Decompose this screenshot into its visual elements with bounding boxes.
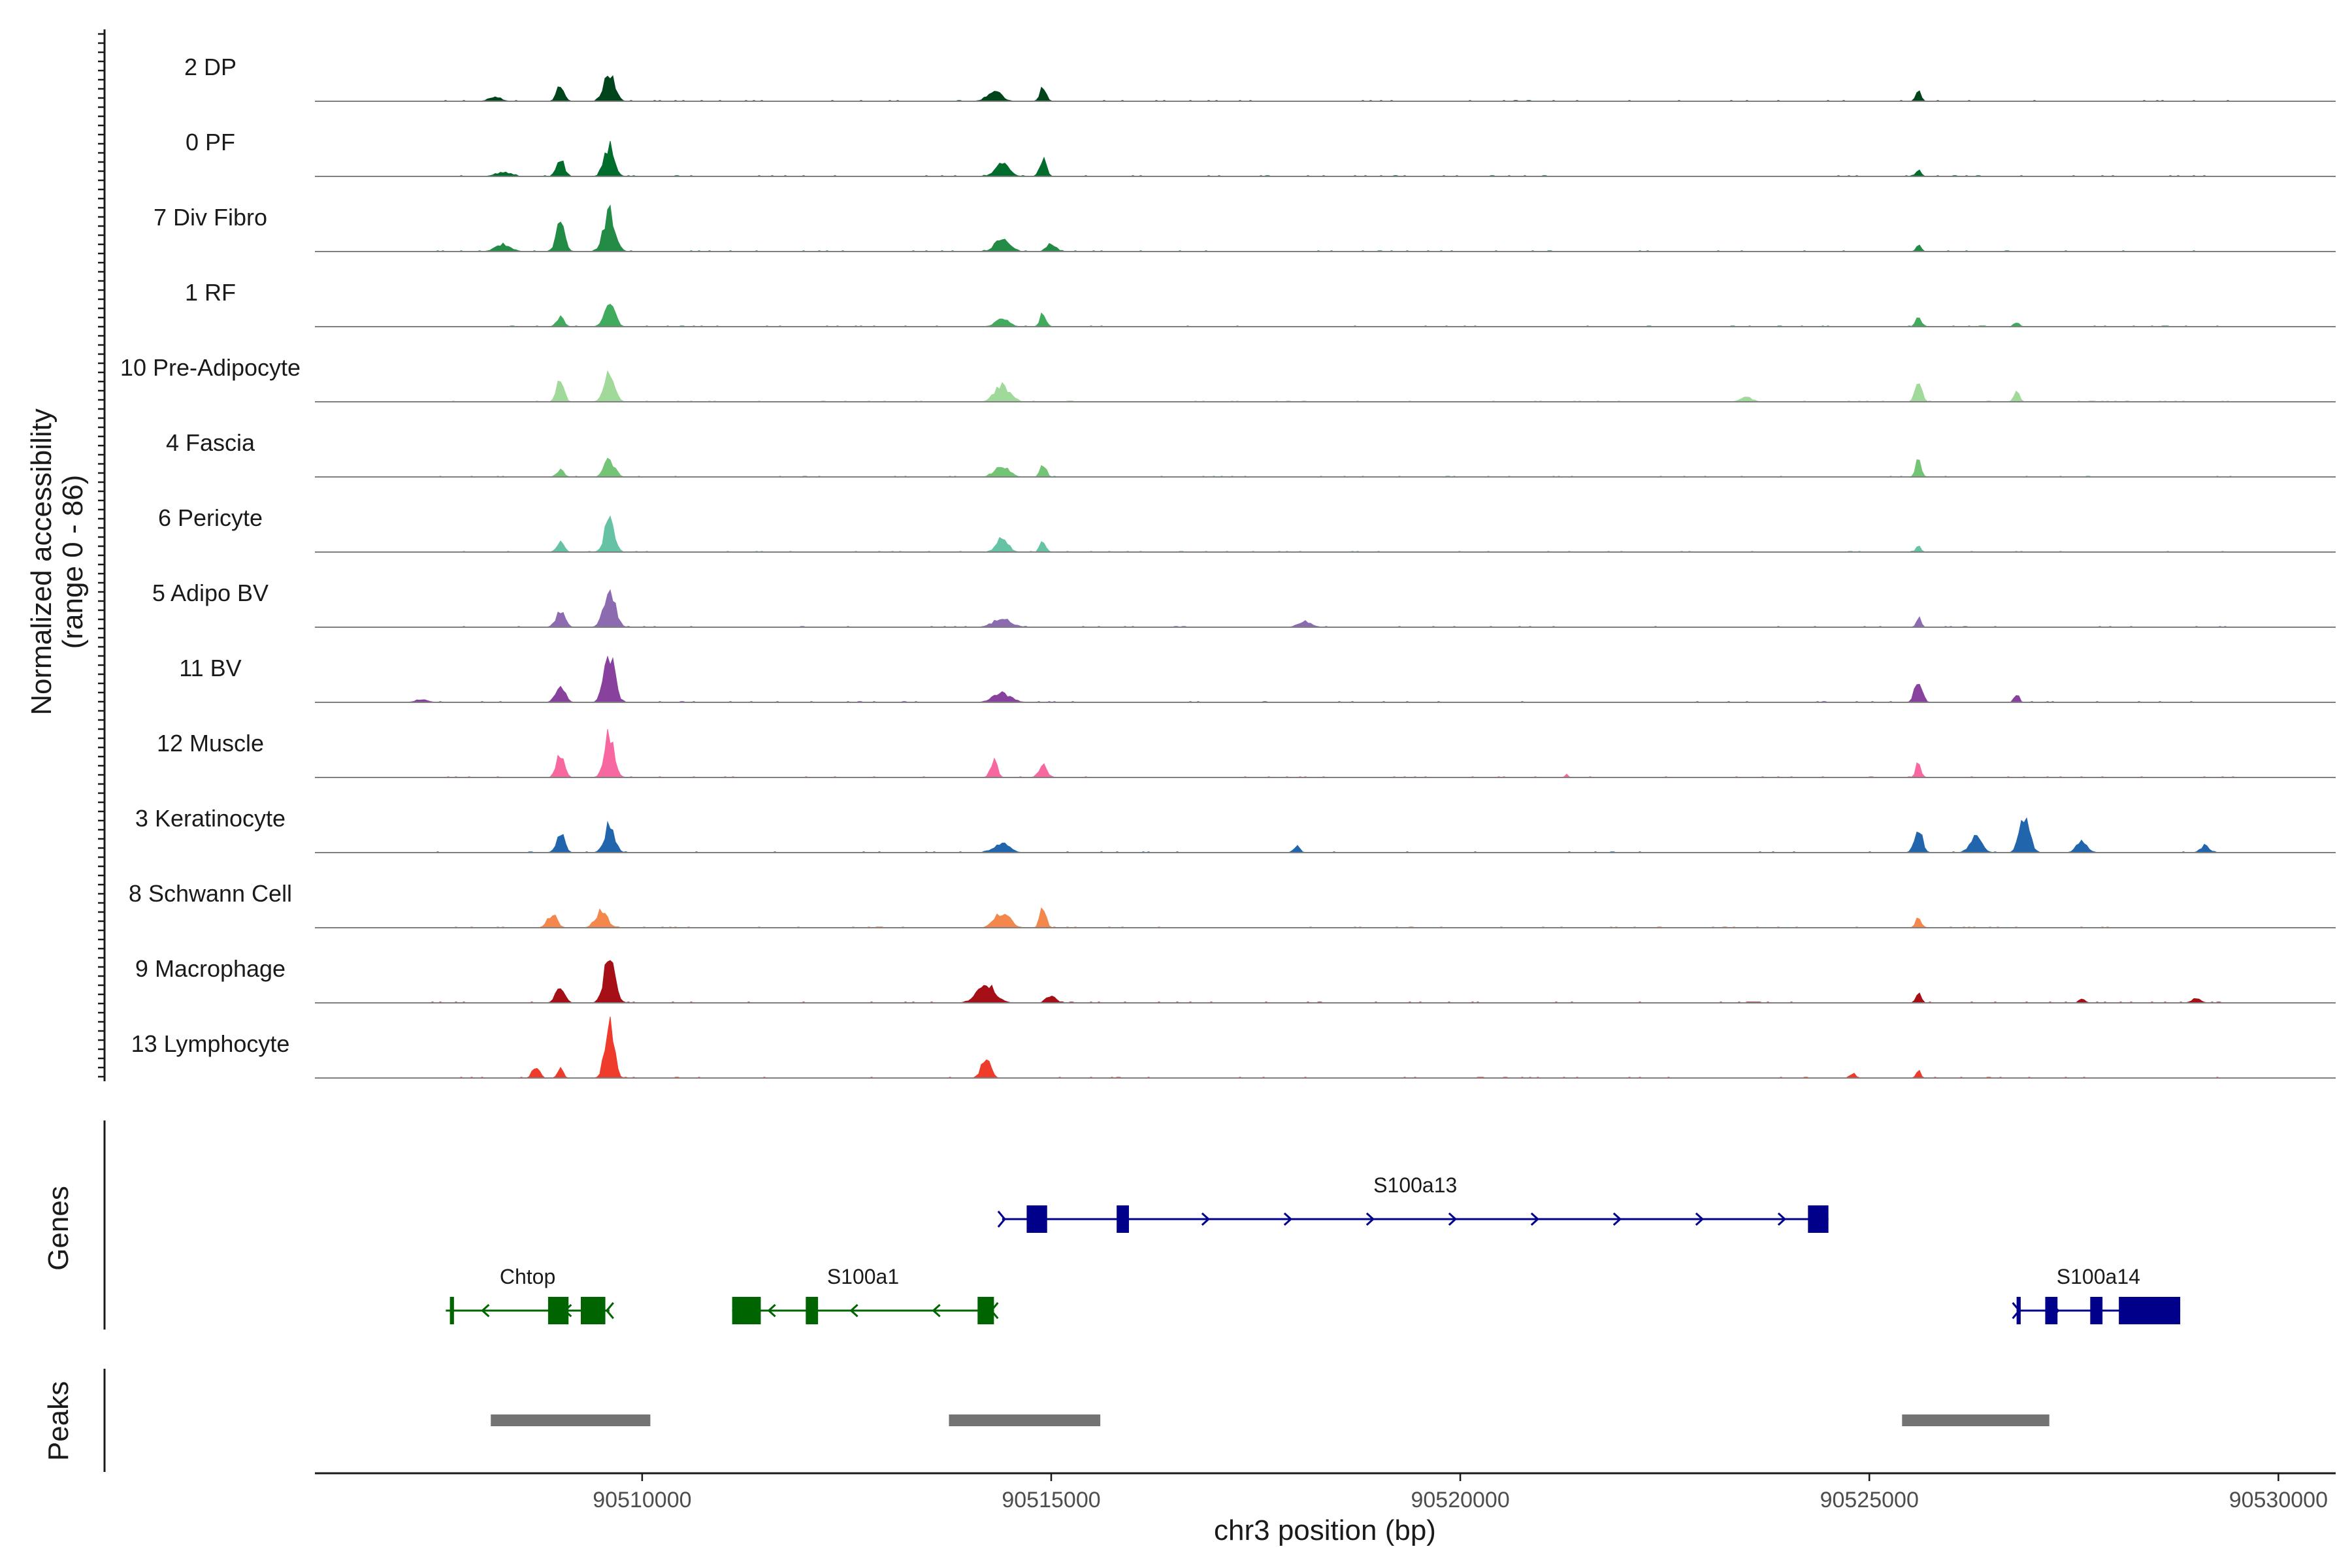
coverage-area <box>315 515 2336 553</box>
track-label: 1 RF <box>185 279 236 306</box>
strand-cap <box>997 1211 1006 1228</box>
gene-exon <box>1026 1205 1047 1233</box>
track-4: 1 RF <box>185 279 2336 327</box>
track-label: 4 Fascia <box>166 429 255 456</box>
gene-exon <box>2045 1297 2058 1324</box>
strand-arrow <box>1365 1212 1375 1226</box>
gene-exon <box>1117 1205 1129 1233</box>
track-label: 3 Keratinocyte <box>135 805 286 832</box>
gene-exon <box>449 1297 454 1324</box>
peaks-axis-title: Peaks <box>42 1381 74 1461</box>
gene-label: S100a13 <box>1373 1173 1457 1197</box>
track-9: 11 BV <box>179 655 2336 703</box>
coverage-y-ticks <box>98 33 105 1078</box>
track-label: 10 Pre-Adipocyte <box>120 354 301 381</box>
track-3: 7 Div Fibro <box>154 204 2336 252</box>
track-label: 11 BV <box>179 655 241 681</box>
coverage-area <box>315 907 2336 928</box>
gene-exon <box>2119 1297 2181 1324</box>
peaks-title: Peaks <box>42 1381 74 1461</box>
track-5: 10 Pre-Adipocyte <box>120 354 2336 402</box>
x-tick-label: 90515000 <box>1002 1488 1100 1512</box>
coverage-area <box>315 960 2336 1004</box>
gene-label: S100a14 <box>2057 1265 2140 1288</box>
track-label: 13 Lymphocyte <box>131 1030 290 1057</box>
track-label: 2 DP <box>184 54 237 80</box>
strand-arrow <box>767 1303 776 1318</box>
strand-arrow <box>1695 1212 1705 1226</box>
strand-arrow <box>932 1303 941 1318</box>
coverage-tracks: 2 DP 0 PF 7 Div Fibro 1 RF 10 Pre-Adipocyte 4… <box>120 54 2336 1079</box>
coverage-area <box>315 728 2336 778</box>
track-2: 0 PF <box>186 129 2336 177</box>
strand-arrow <box>1612 1212 1622 1226</box>
gene-exon <box>806 1297 819 1324</box>
track-12: 8 Schwann Cell <box>129 880 2336 928</box>
y-axis-title: Normalized accessibility (range 0 - 86) <box>25 408 89 715</box>
coverage-area <box>315 370 2336 402</box>
coverage-area <box>315 589 2336 628</box>
strand-cap <box>605 1302 614 1319</box>
gene-label: Chtop <box>500 1265 555 1288</box>
gene-exon <box>732 1297 761 1324</box>
track-label: 5 Adipo BV <box>152 580 269 606</box>
peak-track <box>491 1414 2050 1426</box>
gene-label: S100a1 <box>827 1265 899 1288</box>
coverage-area <box>315 140 2336 177</box>
gene-s100a14: S100a14 <box>2012 1265 2181 1324</box>
y-axis-title-line2: (range 0 - 86) <box>57 475 89 649</box>
x-tick-label: 90520000 <box>1411 1488 1509 1512</box>
x-axis-title: chr3 position (bp) <box>1214 1514 1436 1546</box>
gene-exon <box>1808 1205 1829 1233</box>
track-7: 6 Pericyte <box>158 504 2336 553</box>
track-label: 7 Div Fibro <box>154 204 267 231</box>
track-label: 0 PF <box>186 129 235 155</box>
coverage-area <box>315 1017 2336 1079</box>
gene-s100a13: S100a13 <box>997 1173 1829 1233</box>
track-14: 13 Lymphocyte <box>131 1017 2336 1079</box>
gene-exon <box>2016 1297 2021 1324</box>
x-axis-ticks: 90510000 90515000 90520000 90525000 90530000 <box>593 1473 2328 1512</box>
strand-arrow <box>849 1303 858 1318</box>
coverage-area <box>315 75 2336 102</box>
gene-exon <box>580 1297 606 1324</box>
strand-arrow <box>481 1303 490 1318</box>
track-label: 12 Muscle <box>157 730 264 757</box>
strand-arrow <box>1777 1212 1787 1226</box>
x-tick-label: 90510000 <box>593 1488 691 1512</box>
strand-arrow <box>1530 1212 1540 1226</box>
track-11: 3 Keratinocyte <box>135 805 2336 853</box>
genes-axis-title: Genes <box>42 1186 74 1271</box>
track-8: 5 Adipo BV <box>152 580 2336 628</box>
gene-exon <box>547 1297 569 1324</box>
peak-region <box>491 1414 651 1426</box>
track-label: 9 Macrophage <box>135 955 286 982</box>
peak-region <box>949 1414 1101 1426</box>
track-label: 6 Pericyte <box>158 504 263 531</box>
coverage-area <box>315 457 2336 478</box>
x-tick-label: 90530000 <box>2229 1488 2328 1512</box>
track-13: 9 Macrophage <box>135 955 2336 1004</box>
coverage-area <box>315 817 2336 853</box>
coverage-area <box>315 204 2336 252</box>
gene-exon <box>977 1297 994 1324</box>
gene-chtop: Chtop <box>446 1265 614 1324</box>
track-1: 2 DP <box>184 54 2336 102</box>
track-label: 8 Schwann Cell <box>129 880 292 907</box>
gene-exon <box>2090 1297 2103 1324</box>
peak-region <box>1902 1414 2050 1426</box>
strand-arrow <box>1283 1212 1293 1226</box>
track-6: 4 Fascia <box>166 429 2336 478</box>
strand-arrow <box>1448 1212 1458 1226</box>
gene-track: S100a13 Chtop S100a1 S100a14 <box>446 1173 2181 1324</box>
coverage-area <box>315 304 2336 327</box>
coverage-area <box>315 655 2336 703</box>
strand-arrow <box>1201 1212 1211 1226</box>
genes-title: Genes <box>42 1186 74 1271</box>
x-tick-label: 90525000 <box>1820 1488 1919 1512</box>
y-axis-title-line1: Normalized accessibility <box>25 408 57 715</box>
gene-s100a1: S100a1 <box>732 1265 999 1324</box>
track-10: 12 Muscle <box>157 728 2336 778</box>
